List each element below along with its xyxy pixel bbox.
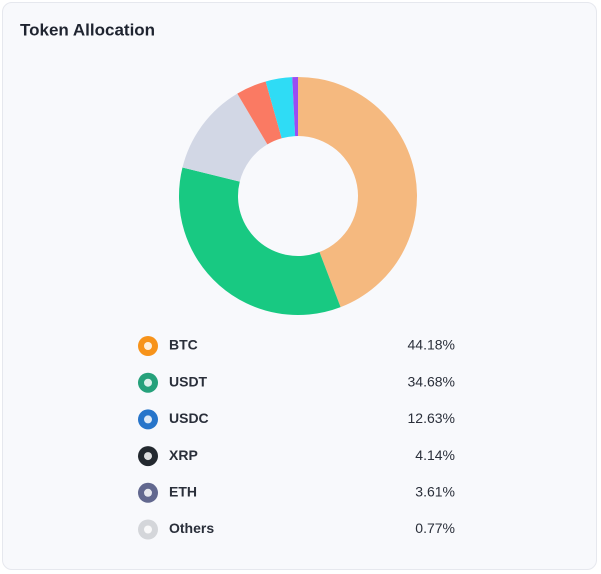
chart-title: Token Allocation — [20, 20, 155, 39]
value-label: 4.14% — [415, 447, 455, 463]
legend-label: BTC — [169, 337, 198, 353]
donut-segment — [178, 167, 341, 315]
donut-segment — [182, 93, 268, 182]
value-label: 3.61% — [415, 484, 455, 500]
value-label: 0.77% — [415, 520, 455, 536]
token-icon-inner — [144, 525, 152, 534]
donut-segment — [237, 81, 282, 145]
donut-segment — [292, 77, 298, 137]
token-icon-inner — [144, 342, 152, 350]
value-label: 12.63% — [408, 410, 455, 426]
value-label: 34.68% — [408, 373, 455, 389]
value-label: 44.18% — [408, 337, 455, 353]
legend-label: ETH — [169, 484, 197, 500]
legend-label: USDT — [169, 373, 208, 389]
token-icon-inner — [144, 452, 152, 461]
token-icon-inner — [144, 415, 152, 424]
donut-segment — [265, 77, 296, 139]
token-icon-inner — [144, 378, 152, 387]
legend-label: XRP — [169, 447, 198, 463]
legend-label: Others — [169, 520, 214, 536]
token-icon-inner — [144, 488, 152, 497]
legend-label: USDC — [169, 410, 209, 426]
donut-segment — [298, 77, 418, 308]
